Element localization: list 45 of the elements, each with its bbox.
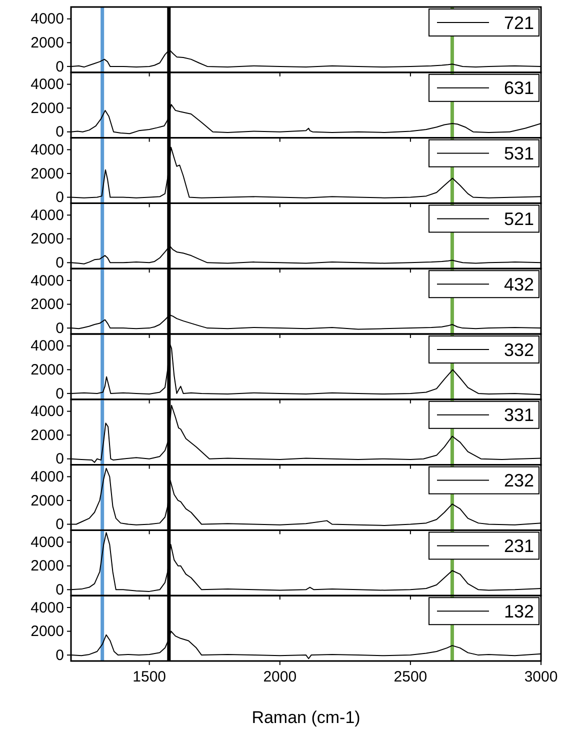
y-tick-label: 4000	[30, 76, 64, 94]
y-tick-label: 2000	[30, 100, 64, 117]
y-tick-label: 2000	[30, 296, 64, 314]
y-tick-label: 0	[56, 124, 64, 141]
legend-label: 432	[504, 274, 534, 294]
y-tick-label: 4000	[30, 141, 64, 158]
y-tick-label: 4000	[30, 206, 64, 224]
y-tick-label: 2000	[30, 426, 64, 444]
y-tick-label: 4000	[30, 468, 64, 486]
y-tick-label: 2000	[30, 492, 64, 510]
y-tick-label: 2000	[30, 34, 64, 52]
x-tick-label: 1500	[132, 668, 166, 686]
y-tick-label: 0	[56, 646, 64, 664]
x-tick-label: 2500	[394, 668, 428, 686]
x-tick-label: 2000	[263, 668, 297, 686]
y-tick-label: 2000	[30, 361, 64, 378]
legend-label: 631	[504, 78, 534, 98]
y-tick-label: 0	[56, 450, 64, 468]
y-tick-label: 2000	[30, 558, 64, 575]
y-tick-label: 2000	[30, 230, 64, 248]
y-tick-label: 0	[56, 581, 64, 598]
y-tick-label: 0	[56, 254, 64, 272]
y-tick-label: 4000	[30, 10, 64, 28]
y-tick-label: 4000	[30, 599, 64, 616]
legend-label: 331	[504, 405, 534, 426]
y-tick-label: 4000	[30, 272, 64, 290]
y-tick-label: 4000	[30, 534, 64, 551]
legend-label: 231	[504, 536, 534, 556]
legend-label: 531	[504, 144, 534, 164]
x-tick-label: 3000	[524, 668, 558, 686]
y-tick-label: 0	[56, 320, 64, 337]
legend-label: 332	[504, 340, 534, 360]
y-tick-label: 0	[56, 385, 64, 402]
y-tick-label: 4000	[30, 338, 64, 355]
y-tick-label: 0	[56, 516, 64, 534]
y-tick-label: 0	[56, 189, 64, 206]
legend-label: 521	[504, 209, 534, 229]
legend-label: 132	[504, 601, 534, 622]
x-axis-title: Raman (cm-1)	[252, 708, 360, 727]
y-tick-label: 0	[56, 58, 64, 76]
y-tick-label: 2000	[30, 623, 64, 640]
legend-label: 232	[504, 470, 534, 491]
y-tick-label: 4000	[30, 403, 64, 420]
legend-label: 721	[504, 12, 534, 33]
y-tick-label: 2000	[30, 165, 64, 182]
